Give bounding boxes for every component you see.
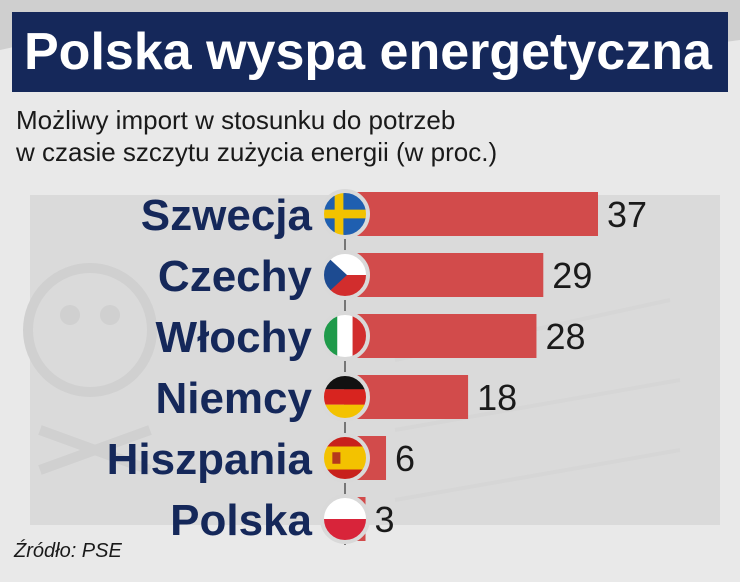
value-label-hiszpania: 6 — [395, 438, 415, 479]
poland-flag-icon — [320, 494, 370, 544]
bar-row-polska: Polska 3 — [170, 494, 395, 545]
bar-row-szwecja: Szwecja 37 — [141, 189, 647, 240]
category-label-niemcy: Niemcy — [155, 374, 312, 423]
spain-flag-icon — [320, 433, 370, 483]
category-label-hiszpania: Hiszpania — [107, 435, 313, 484]
bar-row-hiszpania: Hiszpania 6 — [107, 433, 415, 484]
bar-czechy — [345, 253, 544, 297]
italy-flag-icon — [320, 311, 370, 361]
bar-row-włochy: Włochy 28 — [156, 311, 586, 362]
source-note: Źródło: PSE — [14, 540, 122, 562]
chart-subtitle: Możliwy import w stosunku do potrzeb w c… — [16, 104, 616, 168]
category-label-włochy: Włochy — [156, 313, 313, 362]
bar-row-niemcy: Niemcy 18 — [155, 372, 517, 423]
chart-title: Polska wyspa energetyczna — [12, 12, 728, 92]
category-label-czechy: Czechy — [158, 252, 313, 301]
sweden-flag-icon — [320, 189, 370, 239]
subtitle-line-1: Możliwy import w stosunku do potrzeb — [16, 105, 456, 135]
value-label-szwecja: 37 — [607, 194, 647, 235]
value-label-polska: 3 — [375, 499, 395, 540]
bar-row-czechy: Czechy 29 — [158, 250, 592, 301]
category-label-szwecja: Szwecja — [141, 191, 313, 240]
bar-szwecja — [345, 192, 598, 236]
subtitle-line-2: w czasie szczytu zużycia energii (w proc… — [16, 137, 498, 167]
category-label-polska: Polska — [170, 496, 312, 545]
bar-włochy — [345, 314, 537, 358]
value-label-włochy: 28 — [545, 316, 585, 357]
value-label-niemcy: 18 — [477, 377, 517, 418]
germany-flag-icon — [320, 372, 370, 422]
czech-flag-icon — [320, 250, 370, 300]
value-label-czechy: 29 — [552, 255, 592, 296]
